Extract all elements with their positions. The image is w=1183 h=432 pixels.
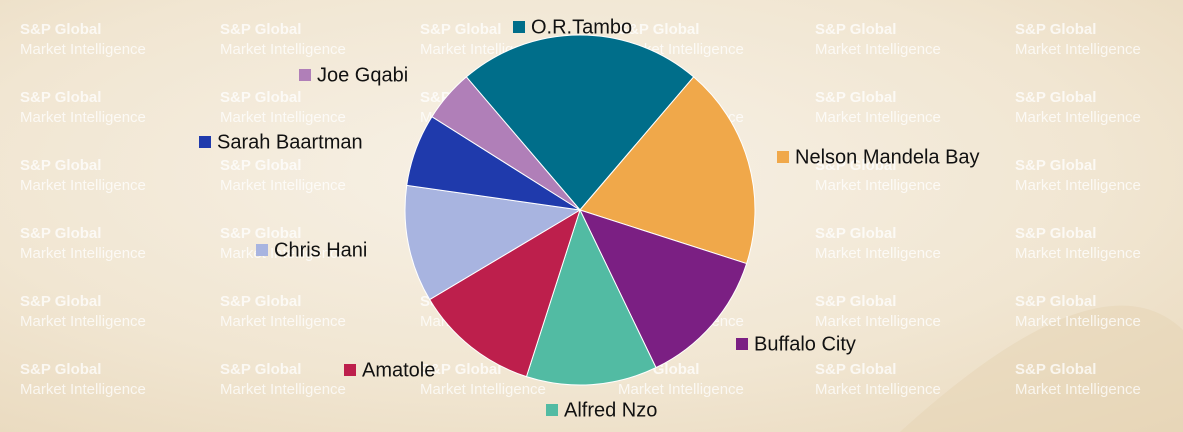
- watermark-subtitle: Market Intelligence: [220, 245, 346, 262]
- watermark-subtitle: Market Intelligence: [1015, 41, 1141, 58]
- watermark-subtitle: Market Intelligence: [20, 313, 146, 330]
- watermark-subtitle: Market Intelligence: [1015, 313, 1141, 330]
- watermark-subtitle: Market Intelligence: [20, 381, 146, 398]
- watermark-title: S&P Global: [20, 225, 101, 242]
- watermark-title: S&P Global: [220, 293, 301, 310]
- watermark-subtitle: Market Intelligence: [220, 41, 346, 58]
- legend-swatch: [736, 338, 748, 350]
- watermark-title: S&P Global: [1015, 21, 1096, 38]
- watermark-subtitle: Market Intelligence: [815, 177, 941, 194]
- watermark-subtitle: Market Intelligence: [20, 41, 146, 58]
- pie-slice: [431, 76, 581, 211]
- background-swoosh: [900, 305, 1183, 432]
- watermark-title: S&P Global: [420, 21, 501, 38]
- legend-swatch: [546, 404, 558, 416]
- watermark-subtitle: Market Intelligence: [618, 381, 744, 398]
- legend-swatch: [199, 136, 211, 148]
- watermark-subtitle: Market Intelligence: [815, 245, 941, 262]
- slice-label: Sarah Baartman: [217, 131, 363, 153]
- slice-label: Chris Hani: [274, 239, 367, 261]
- watermark-title: S&P Global: [220, 225, 301, 242]
- watermark-subtitle: Market Intelligence: [220, 381, 346, 398]
- legend-swatch: [344, 364, 356, 376]
- pie: [404, 34, 756, 386]
- watermark-title: S&P Global: [1015, 225, 1096, 242]
- watermark-subtitle: Market Intelligence: [20, 245, 146, 262]
- pie-slice: [579, 209, 748, 369]
- slice-label: Amatole: [362, 359, 435, 381]
- watermark-title: S&P Global: [20, 293, 101, 310]
- watermark-subtitle: Market Intelligence: [1015, 109, 1141, 126]
- slice-label: O.R.Tambo: [531, 16, 632, 38]
- watermark-title: S&P Global: [815, 361, 896, 378]
- watermark-title: S&P Global: [420, 361, 501, 378]
- pie-slice: [579, 76, 756, 265]
- pie-slice: [525, 208, 657, 386]
- watermark-subtitle: Market Intelligence: [1015, 245, 1141, 262]
- watermark-title: S&P Global: [20, 21, 101, 38]
- watermark-subtitle: Market Intelligence: [420, 381, 546, 398]
- slice-label: Nelson Mandela Bay: [795, 146, 980, 168]
- watermark-subtitle: Market Intelligence: [220, 109, 346, 126]
- watermark-title: S&P Global: [1015, 361, 1096, 378]
- watermark-title: S&P Global: [20, 157, 101, 174]
- watermark-title: S&P Global: [815, 21, 896, 38]
- watermark-title: S&P Global: [1015, 157, 1096, 174]
- watermark-title: S&P Global: [20, 361, 101, 378]
- legend-swatch: [256, 244, 268, 256]
- slice-label: Joe Gqabi: [317, 64, 408, 86]
- watermark-title: S&P Global: [220, 361, 301, 378]
- legend-swatch: [299, 69, 311, 81]
- watermark-subtitle: Market Intelligence: [815, 381, 941, 398]
- watermark-title: S&P Global: [220, 21, 301, 38]
- watermark-title: S&P Global: [618, 21, 699, 38]
- watermark-title: S&P Global: [815, 157, 896, 174]
- watermark-title: S&P Global: [1015, 89, 1096, 106]
- watermark-subtitle: Market Intelligence: [220, 313, 346, 330]
- watermark-subtitle: Market Intelligence: [220, 177, 346, 194]
- watermark-subtitle: Market Intelligence: [1015, 381, 1141, 398]
- watermark-subtitle: Market Intelligence: [20, 109, 146, 126]
- pie-slice: [428, 208, 581, 378]
- watermark-subtitle: Market Intelligence: [815, 313, 941, 330]
- pie-slice: [404, 184, 582, 301]
- watermark-subtitle: Market Intelligence: [1015, 177, 1141, 194]
- watermark-subtitle: Market Intelligence: [20, 177, 146, 194]
- watermark-subtitle: Market Intelligence: [815, 109, 941, 126]
- watermark-title: S&P Global: [815, 225, 896, 242]
- watermark-title: S&P Global: [1015, 293, 1096, 310]
- legend-swatch: [777, 151, 789, 163]
- watermark-title: S&P Global: [20, 89, 101, 106]
- watermark-title: S&P Global: [815, 293, 896, 310]
- slice-label: Alfred Nzo: [564, 399, 657, 421]
- slice-label: Buffalo City: [754, 333, 856, 355]
- watermark-title: S&P Global: [815, 89, 896, 106]
- pie-slice: [465, 34, 695, 211]
- watermark-title: S&P Global: [220, 89, 301, 106]
- legend-swatch: [513, 21, 525, 33]
- watermark-title: S&P Global: [220, 157, 301, 174]
- watermark-subtitle: Market Intelligence: [815, 41, 941, 58]
- labels: O.R.Tambo Nelson Mandela Bay Buffalo City A…: [199, 16, 980, 421]
